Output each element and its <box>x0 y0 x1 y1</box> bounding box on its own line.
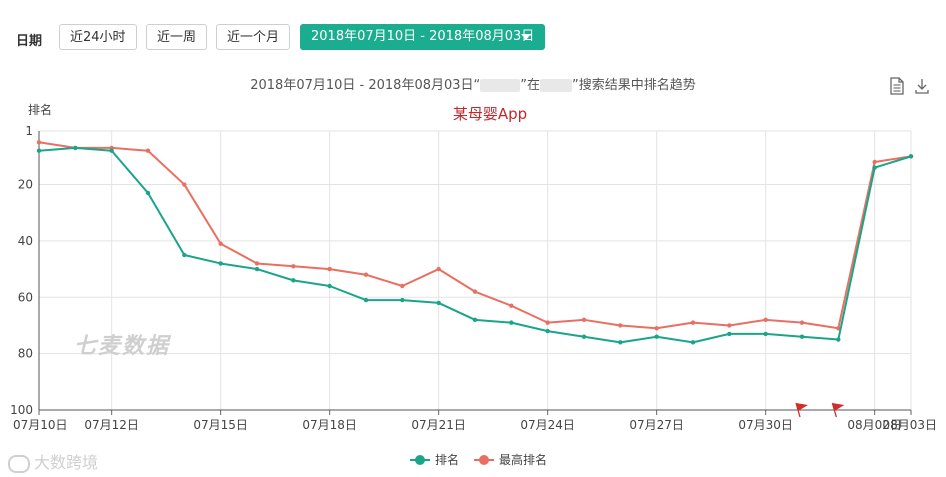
data-point <box>836 326 841 331</box>
data-point <box>872 159 877 165</box>
date-range-dropdown[interactable]: 2018年07月10日 - 2018年08月03日 <box>300 24 545 50</box>
data-point <box>509 303 514 308</box>
data-point <box>654 334 659 339</box>
x-tick-label-1: 07月12日 <box>84 418 139 432</box>
data-point <box>763 331 768 337</box>
y-tick-label-1: 20 <box>18 178 33 192</box>
data-point <box>73 145 78 151</box>
date-range-label: 2018年07月10日 - 2018年08月03日 <box>311 29 535 44</box>
data-point <box>291 264 296 269</box>
data-point <box>799 320 805 325</box>
x-tick-label-0: 07月10日 <box>13 418 68 432</box>
last-week-button[interactable]: 近一周 <box>146 24 208 50</box>
data-point <box>727 331 732 337</box>
x-tick-label-9: 08月03日 <box>882 418 937 432</box>
y-tick-label-0: 1 <box>25 124 33 138</box>
chart-title-prefix: 2018年07月10日 - 2018年08月03日“ <box>250 78 481 93</box>
data-point <box>908 154 914 159</box>
y-tick-label-3: 60 <box>18 290 33 304</box>
data-point <box>472 317 478 323</box>
data-point <box>436 300 441 306</box>
legend-marker <box>415 455 425 465</box>
caret-down-icon <box>521 34 531 40</box>
y-axis-label: 排名 <box>28 102 52 117</box>
data-point <box>836 337 841 342</box>
data-point <box>654 326 659 331</box>
corner-watermark: 大数跨境 <box>8 449 98 473</box>
chart-subtitle: 某母婴App <box>452 105 528 123</box>
data-point <box>690 340 696 345</box>
legend-label-0: 排名 <box>435 452 459 467</box>
data-point <box>581 334 587 339</box>
watermark-text: 七麦数据 <box>74 334 171 359</box>
flag-icon[interactable] <box>795 402 808 418</box>
chart-title-middle: ”在 <box>520 78 541 93</box>
data-point <box>218 261 223 266</box>
series-line-排名 <box>38 146 912 344</box>
data-point <box>36 140 42 145</box>
data-point <box>36 148 42 153</box>
data-point <box>872 165 877 170</box>
chart-title-suffix: ”搜索结果中排名趋势 <box>572 78 696 93</box>
data-point <box>400 283 405 289</box>
data-point <box>727 323 732 328</box>
y-tick-label-2: 40 <box>18 234 33 248</box>
data-point <box>182 182 187 187</box>
data-point <box>291 278 296 283</box>
x-tick-label-2: 07月15日 <box>193 418 248 432</box>
y-tick-label-4: 80 <box>18 347 33 361</box>
x-tick-label-4: 07月21日 <box>411 418 466 432</box>
last-24-hours-button[interactable]: 近24小时 <box>59 24 137 50</box>
data-point <box>545 328 550 334</box>
data-point <box>363 272 369 277</box>
data-point <box>799 334 805 339</box>
watermark-logo-icon <box>8 454 30 473</box>
data-point <box>182 252 187 258</box>
x-tick-label-3: 07月18日 <box>302 418 357 432</box>
corner-watermark-text: 大数跨境 <box>34 453 99 472</box>
data-point <box>436 266 441 272</box>
data-point <box>400 297 405 303</box>
redacted-keyword <box>480 79 521 92</box>
redacted-store <box>540 79 573 92</box>
data-point <box>545 320 550 325</box>
document-icon[interactable] <box>889 77 905 95</box>
data-point <box>145 190 151 196</box>
date-filter-bar: 日期 近24小时 近一周 近一个月 2018年07月10日 - 2018年08月… <box>0 22 946 52</box>
date-label: 日期 <box>16 34 43 49</box>
data-point <box>145 148 151 153</box>
x-tick-label-6: 07月27日 <box>629 418 684 432</box>
data-point <box>254 261 260 266</box>
data-point <box>509 320 514 325</box>
x-tick-label-8: 08月02日 <box>847 418 902 432</box>
x-tick-label-7: 07月30日 <box>738 418 793 432</box>
data-point <box>472 289 478 294</box>
data-point <box>109 148 114 153</box>
data-point <box>763 317 768 323</box>
legend-marker <box>479 455 489 465</box>
chart-title: 2018年07月10日 - 2018年08月03日“ ”在 ”搜索结果中排名趋势 <box>0 74 946 93</box>
data-point <box>581 317 587 323</box>
data-point <box>618 323 623 328</box>
last-month-button[interactable]: 近一个月 <box>216 24 291 50</box>
data-point <box>327 283 332 289</box>
data-point <box>327 266 332 272</box>
series-line-最高排名 <box>38 141 912 330</box>
y-tick-label-5: 100 <box>10 403 33 417</box>
data-point <box>690 320 696 325</box>
flag-icon[interactable] <box>831 402 845 418</box>
data-point <box>218 241 223 246</box>
x-tick-label-5: 07月24日 <box>520 418 575 432</box>
legend-label-1: 最高排名 <box>499 452 547 467</box>
download-icon[interactable] <box>914 77 930 95</box>
data-point <box>363 297 369 303</box>
data-point <box>254 266 260 272</box>
data-point <box>618 340 623 345</box>
